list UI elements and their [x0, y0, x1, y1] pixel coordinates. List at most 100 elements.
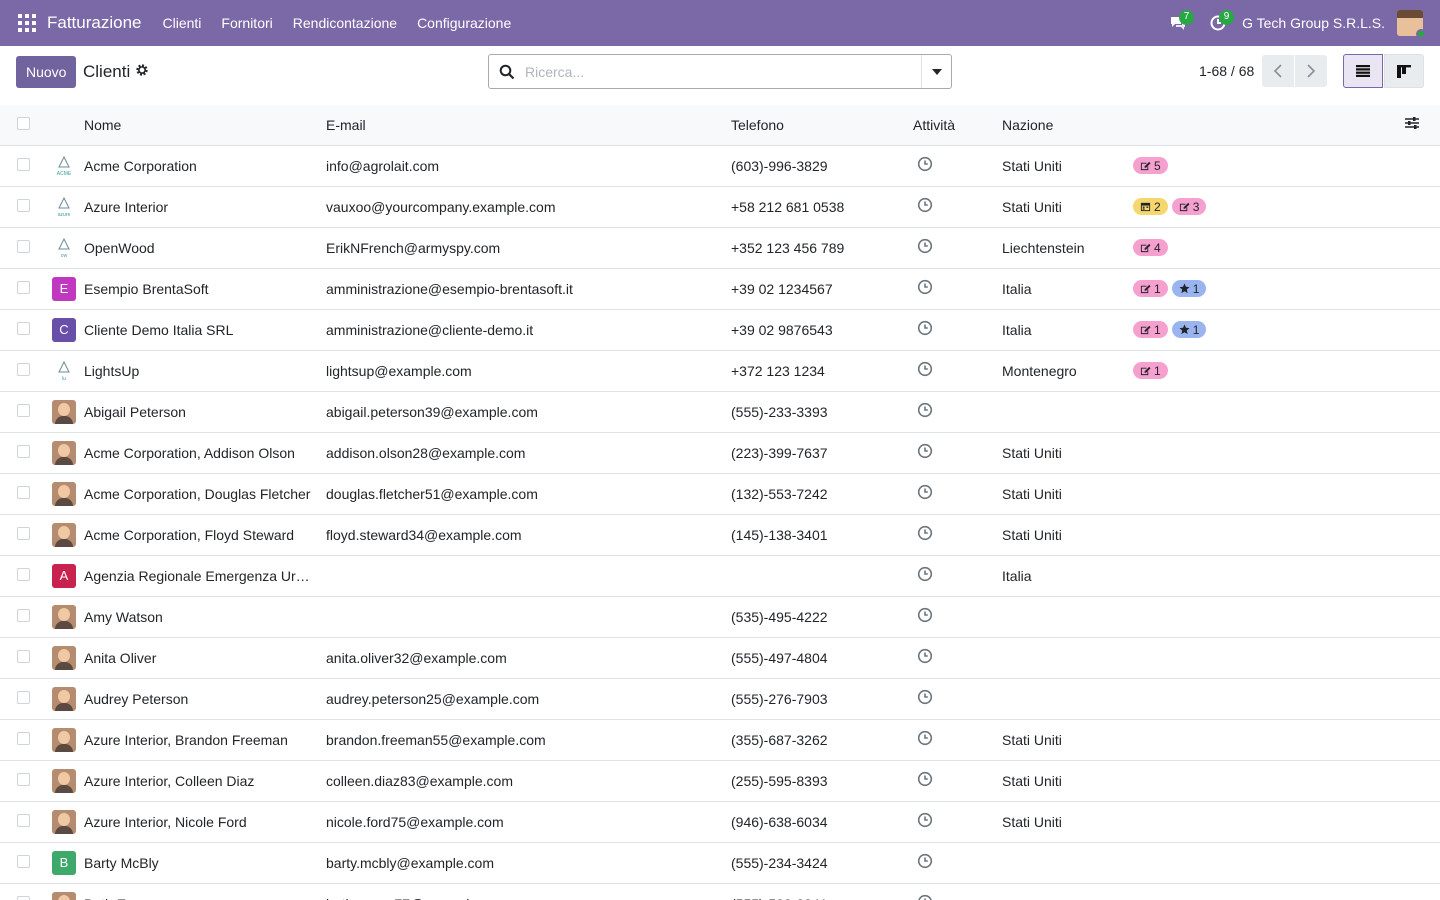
activity-clock-icon[interactable]: [917, 812, 933, 828]
row-checkbox[interactable]: [17, 321, 30, 335]
menu-rendicontazione[interactable]: Rendicontazione: [292, 15, 398, 31]
activity-clock-icon[interactable]: [917, 320, 933, 336]
cell-email[interactable]: audrey.peterson25@example.com: [326, 690, 540, 707]
activity-clock-icon[interactable]: [917, 689, 933, 705]
menu-configurazione[interactable]: Configurazione: [417, 15, 512, 31]
new-button[interactable]: Nuovo: [16, 56, 77, 88]
list-view-button[interactable]: [1343, 54, 1383, 88]
cell-country[interactable]: Stati Uniti: [1002, 526, 1062, 543]
activity-clock-icon[interactable]: [917, 648, 933, 664]
cell-phone[interactable]: +39 02 1234567: [731, 280, 833, 297]
apps-menu-icon[interactable]: [18, 14, 36, 32]
column-header-activity[interactable]: Attività: [913, 105, 1002, 146]
user-avatar[interactable]: [1397, 10, 1426, 39]
app-name[interactable]: Fatturazione: [47, 13, 142, 32]
cell-phone[interactable]: (555)-233-3393: [731, 403, 828, 420]
row-checkbox[interactable]: [17, 690, 30, 704]
table-row[interactable]: ow OpenWood ErikNFrench@armyspy.com +352 12…: [0, 227, 1440, 268]
table-row[interactable]: ACME Acme Corporation info@agrolait.com (60…: [0, 145, 1440, 186]
row-checkbox[interactable]: [17, 731, 30, 745]
column-header-phone[interactable]: Telefono: [731, 105, 913, 146]
activity-clock-icon[interactable]: [917, 484, 933, 500]
cell-email[interactable]: nicole.ford75@example.com: [326, 813, 504, 830]
cell-phone[interactable]: +39 02 9876543: [731, 321, 833, 338]
messages-button[interactable]: 7: [1158, 0, 1198, 46]
activity-clock-icon[interactable]: [917, 853, 933, 869]
cell-country[interactable]: [1002, 678, 1133, 719]
activity-clock-icon[interactable]: [917, 730, 933, 746]
table-row[interactable]: Beth Evansbeth.evans77@example.com(555)-…: [0, 883, 1440, 900]
cell-name[interactable]: LightsUp: [84, 362, 140, 379]
table-row[interactable]: Azure Interior, Colleen Diaz colleen.diaz…: [0, 760, 1440, 801]
cell-country[interactable]: Stati Uniti: [1002, 157, 1062, 174]
cell-email[interactable]: barty.mcbly@example.com: [326, 854, 494, 871]
cell-email[interactable]: vauxoo@yourcompany.example.com: [326, 198, 556, 215]
cell-country[interactable]: Stati Uniti: [1002, 485, 1062, 502]
activity-clock-icon[interactable]: [917, 361, 933, 377]
cell-phone[interactable]: (255)-595-8393: [731, 772, 828, 789]
row-checkbox[interactable]: [17, 198, 30, 212]
cell-country[interactable]: [1002, 883, 1133, 900]
activity-clock-icon[interactable]: [917, 525, 933, 541]
cell-country[interactable]: Montenegro: [1002, 362, 1077, 379]
cell-email[interactable]: amministrazione@esempio-brentasoft.it: [326, 280, 573, 297]
table-row[interactable]: A Agenzia Regionale Emergenza Ur… Italia: [0, 555, 1440, 596]
cell-email[interactable]: douglas.fletcher51@example.com: [326, 485, 538, 502]
row-checkbox[interactable]: [17, 239, 30, 253]
cell-phone[interactable]: (603)-996-3829: [731, 157, 828, 174]
cell-country[interactable]: Italia: [1002, 321, 1032, 338]
cell-phone[interactable]: (535)-495-4222: [731, 608, 828, 625]
cell-phone[interactable]: [731, 555, 913, 596]
table-row[interactable]: Audrey Peterson audrey.peterson25@example…: [0, 678, 1440, 719]
cell-email[interactable]: floyd.steward34@example.com: [326, 526, 522, 543]
row-checkbox[interactable]: [17, 608, 30, 622]
row-checkbox[interactable]: [17, 403, 30, 417]
cell-phone[interactable]: (555)-497-4804: [731, 649, 828, 666]
pager-previous-button[interactable]: [1262, 55, 1294, 87]
cell-name[interactable]: Azure Interior: [84, 198, 169, 215]
activity-clock-icon[interactable]: [917, 566, 933, 582]
cell-name[interactable]: Cliente Demo Italia SRL: [84, 321, 234, 338]
cell-phone[interactable]: (555)-532-3841: [731, 883, 913, 900]
cell-phone[interactable]: +58 212 681 0538: [731, 198, 845, 215]
cell-email[interactable]: addison.olson28@example.com: [326, 444, 526, 461]
activity-clock-icon[interactable]: [917, 279, 933, 295]
cell-country[interactable]: Liechtenstein: [1002, 239, 1085, 256]
activity-clock-icon[interactable]: [917, 238, 933, 254]
row-checkbox[interactable]: [17, 649, 30, 663]
cell-country[interactable]: Stati Uniti: [1002, 731, 1062, 748]
gear-icon[interactable]: [135, 63, 149, 77]
cell-name[interactable]: Beth Evans: [84, 883, 326, 900]
cell-phone[interactable]: (555)-276-7903: [731, 690, 828, 707]
cell-name[interactable]: Barty McBly: [84, 854, 159, 871]
tag-badge[interactable]: 5: [1133, 157, 1168, 175]
cell-email[interactable]: [326, 596, 731, 637]
menu-clienti[interactable]: Clienti: [162, 15, 202, 31]
column-header-name[interactable]: Nome: [84, 105, 326, 146]
cell-email[interactable]: brandon.freeman55@example.com: [326, 731, 546, 748]
optional-columns-icon[interactable]: [1404, 115, 1420, 131]
cell-country[interactable]: [1002, 596, 1133, 637]
cell-name[interactable]: Acme Corporation: [84, 157, 197, 174]
cell-country[interactable]: Italia: [1002, 567, 1032, 584]
cell-email[interactable]: [326, 555, 731, 596]
activities-button[interactable]: 9: [1198, 0, 1238, 46]
column-header-email[interactable]: E-mail: [326, 105, 731, 146]
cell-phone[interactable]: (946)-638-6034: [731, 813, 828, 830]
activity-clock-icon[interactable]: [917, 607, 933, 623]
cell-email[interactable]: anita.oliver32@example.com: [326, 649, 507, 666]
select-all-checkbox[interactable]: [17, 116, 30, 130]
search-options-toggle[interactable]: [921, 55, 951, 88]
cell-name[interactable]: OpenWood: [84, 239, 155, 256]
cell-name[interactable]: Azure Interior, Colleen Diaz: [84, 772, 255, 789]
table-row[interactable]: lu LightsUp lightsup@example.com +372 123 1…: [0, 350, 1440, 391]
cell-country[interactable]: Stati Uniti: [1002, 198, 1062, 215]
company-switcher[interactable]: G Tech Group S.R.L.S.: [1242, 15, 1385, 31]
cell-email[interactable]: ErikNFrench@armyspy.com: [326, 239, 501, 256]
cell-country[interactable]: [1002, 842, 1133, 883]
table-row[interactable]: E Esempio BrentaSoft amministrazione@esemp…: [0, 268, 1440, 309]
table-row[interactable]: Acme Corporation, Douglas Fletcher dougla…: [0, 473, 1440, 514]
cell-email[interactable]: lightsup@example.com: [326, 362, 472, 379]
cell-phone[interactable]: (223)-399-7637: [731, 444, 828, 461]
table-row[interactable]: Acme Corporation, Floyd Steward floyd.ste…: [0, 514, 1440, 555]
